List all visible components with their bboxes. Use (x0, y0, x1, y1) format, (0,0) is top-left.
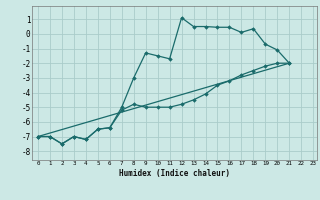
X-axis label: Humidex (Indice chaleur): Humidex (Indice chaleur) (119, 169, 230, 178)
